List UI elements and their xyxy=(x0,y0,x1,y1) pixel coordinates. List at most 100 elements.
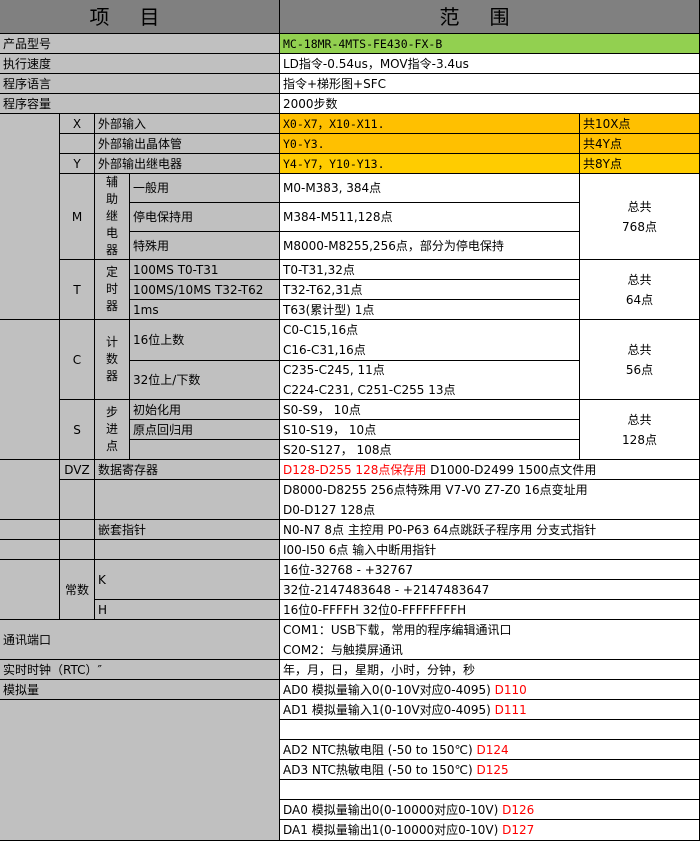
cell-text: 特殊用 xyxy=(133,238,170,253)
const-k: K xyxy=(95,560,280,600)
group-total-text: 总共 56点 xyxy=(626,340,653,380)
analog-row xyxy=(280,720,700,740)
cell-text: 外部输出晶体管 xyxy=(98,136,183,151)
group-row-name: 1ms xyxy=(130,300,280,320)
io-range: Y0-Y3. xyxy=(280,134,580,154)
cell-text: 100MS/10MS T32-T62 xyxy=(133,282,264,297)
group-row-name: 100MS/10MS T32-T62 xyxy=(130,280,280,300)
row-value: 指令+梯形图+SFC xyxy=(280,74,700,94)
group-row-value: T63(累计型) 1点 xyxy=(280,300,580,320)
analog-row: AD1 模拟量输入1(0-10V对应0-4095) D111 xyxy=(280,700,700,720)
group-type-text: 计数器 xyxy=(105,335,118,383)
group-code: T xyxy=(60,260,95,320)
group-row-name-text: 特殊用 xyxy=(133,236,169,256)
group-row-value: M8000-M8255,256点，部分为停电保持 xyxy=(280,232,580,260)
cell-text: AD2 NTC热敏电阻 (-50 to 150℃) xyxy=(283,742,477,757)
rtc-label-text: 实时时钟（RTC）″ xyxy=(3,660,102,679)
cell-text: DVZ xyxy=(64,462,90,477)
blank xyxy=(95,480,280,520)
const-k16-text: 16位-32768 - +32767 xyxy=(283,560,413,579)
blank xyxy=(95,540,280,560)
dvz-code: DVZ xyxy=(60,460,95,480)
group-row-value: T0-T31,32点 xyxy=(280,260,580,280)
group-type: 辅助继电器 xyxy=(95,174,130,260)
io-range: X0-X7，X10-X11. xyxy=(280,114,580,134)
cell-text: 程序语言 xyxy=(3,76,52,91)
dvz-value: D128-D255 128点保存用 D1000-D2499 1500点文件用 xyxy=(280,460,700,480)
header-item: 项目 xyxy=(0,0,280,34)
group-row-name-text: 100MS/10MS T32-T62 xyxy=(133,280,264,299)
group-row-name-text: 原点回归用 xyxy=(133,420,193,439)
cell-text: 共10X点 xyxy=(583,116,631,131)
group-row-value-text: T32-T62,31点 xyxy=(283,280,363,299)
const-k32: 32位-2147483648 - +2147483647 xyxy=(280,580,700,600)
cell-text: M8000-M8255,256点，部分为停电保持 xyxy=(283,238,504,253)
group-code: M xyxy=(60,174,95,260)
const-hval-text: 16位0-FFFFH 32位0-FFFFFFFFH xyxy=(283,600,466,619)
group-row-value-text: C0-C15,16点 C16-C31,16点 xyxy=(283,320,366,360)
group-code-text: C xyxy=(73,350,81,370)
cell-text: LD指令-0.54us，MOV指令-3.4us xyxy=(283,56,469,71)
cell-text: 项目 xyxy=(89,4,190,29)
group-row-value: M384-M511,128点 xyxy=(280,203,580,232)
cell-text: T32-T62,31点 xyxy=(283,282,363,297)
cell-text: K xyxy=(98,572,106,587)
group-row-value-text: S10-S19， 10点 xyxy=(283,420,377,439)
group-total: 总共 64点 xyxy=(580,260,700,320)
row-label-text: 程序语言 xyxy=(3,74,52,93)
header-range: 范围 xyxy=(280,0,700,34)
cell-text: 外部输出继电器 xyxy=(98,156,183,171)
io-code: X xyxy=(60,114,95,134)
cell-text: X0-X7，X10-X11. xyxy=(283,116,385,131)
const-k16: 16位-32768 - +32767 xyxy=(280,560,700,580)
group-code-text: S xyxy=(73,420,81,440)
analog-row-text: AD1 模拟量输入1(0-10V对应0-4095) D111 xyxy=(283,700,527,719)
group-row-value-text: T63(累计型) 1点 xyxy=(283,300,374,319)
const-name-text: 常数 xyxy=(65,580,89,600)
group-row-name-text: 停电保持用 xyxy=(133,207,193,227)
group-type: 计数器 xyxy=(95,320,130,400)
group-total-text: 总共 128点 xyxy=(622,410,657,450)
const-h-text: H xyxy=(98,600,107,619)
dvz-name-text: 数据寄存器 xyxy=(98,460,158,479)
row-label-text: 产品型号 xyxy=(3,34,51,53)
cell-text: COM1：USB下载，常用的程序编辑通讯口 COM2：与触摸屏通讯 xyxy=(283,622,512,657)
cell-text: AD1 模拟量输入1(0-10V对应0-4095) xyxy=(283,702,495,717)
row-value: MC-18MR-4MTS-FE430-FX-B xyxy=(280,34,700,54)
pointer-value: N0-N7 8点 主控用 P0-P63 64点跳跃子程序用 分支式指针 xyxy=(280,520,700,540)
group-total: 总共 128点 xyxy=(580,400,700,460)
dvz-value-text: D128-D255 128点保存用 D1000-D2499 1500点文件用 xyxy=(283,460,597,479)
group-block xyxy=(0,320,60,460)
analog-label-text: 模拟量 xyxy=(3,680,39,699)
const-name: 常数 xyxy=(60,560,95,620)
cell-text: S10-S19， 10点 xyxy=(283,422,377,437)
pointer-value2-text: I00-I50 6点 输入中断用指针 xyxy=(283,540,436,559)
cell-text: 32位-2147483648 - +2147483647 xyxy=(283,582,490,597)
group-type-text: 定时器 xyxy=(105,265,118,313)
io-total: 共4Y点 xyxy=(580,134,700,154)
group-row-name-text: 1ms xyxy=(133,300,159,319)
group-type-text: 步进点 xyxy=(105,405,118,453)
cell-text: C235-C245, 11点 C224-C231, C251-C255 13点 xyxy=(283,363,456,397)
group-code-text: M xyxy=(72,207,82,227)
analog-row: DA1 模拟量输出1(0-10000对应0-10V) D127 xyxy=(280,820,700,841)
io-range-text: Y0-Y3. xyxy=(283,134,325,153)
cell-text: 范围 xyxy=(439,4,540,29)
io-range-text: X0-X7，X10-X11. xyxy=(283,114,385,133)
cell-text: 100MS T0-T31 xyxy=(133,262,219,277)
group-row-value: S0-S9， 10点 xyxy=(280,400,580,420)
group-type: 步进点 xyxy=(95,400,130,460)
cell-text: 16位上数 xyxy=(133,333,185,347)
cell-text: 指令+梯形图+SFC xyxy=(283,76,387,91)
group-row-name-text: 100MS T0-T31 xyxy=(133,260,219,279)
group-code: S xyxy=(60,400,95,460)
dvz-code-text: DVZ xyxy=(64,460,90,479)
cell-text: S0-S9， 10点 xyxy=(283,402,361,417)
cell-text: T xyxy=(73,282,81,297)
group-total-text: 总共 768点 xyxy=(622,197,657,237)
blank xyxy=(60,480,95,520)
cell-text: D127 xyxy=(502,823,535,837)
cell-text: D8000-D8255 256点特殊用 V7-V0 Z7-Z0 16点变址用 D… xyxy=(283,482,588,517)
cell-text: D1000-D2499 1500点文件用 xyxy=(426,462,597,477)
